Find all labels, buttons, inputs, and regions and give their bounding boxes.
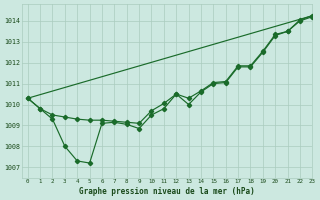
X-axis label: Graphe pression niveau de la mer (hPa): Graphe pression niveau de la mer (hPa): [79, 187, 255, 196]
